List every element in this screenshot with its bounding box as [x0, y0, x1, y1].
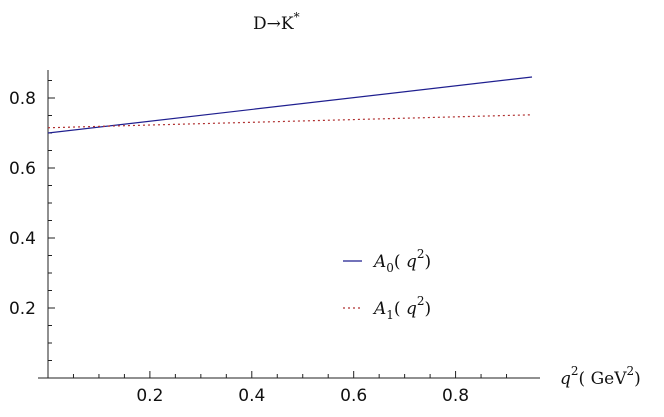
series: [47, 76, 533, 134]
x-tick-label: 0.6: [340, 386, 367, 406]
y-tick-label: 0.6: [9, 159, 36, 179]
legend-label-a1: A1( q2): [372, 294, 431, 322]
x-axis-label: q2( GeV2): [560, 364, 641, 389]
x-tick-label: 0.8: [442, 386, 469, 406]
legend-label-a0: A0( q2): [372, 247, 431, 275]
x-tick-label: 0.2: [136, 386, 163, 406]
ticks: 0.2 0.4 0.6 0.8 0.2 0.4 0.6 0.8: [9, 80, 508, 406]
x-tick-label: 0.4: [238, 386, 265, 406]
y-tick-label: 0.4: [9, 229, 36, 249]
series-line-a0: [47, 76, 533, 134]
series-line-a1: [47, 114, 533, 129]
y-tick-label: 0.2: [9, 299, 36, 319]
legend: A0( q2) A1( q2): [343, 247, 431, 322]
y-tick-label: 0.8: [9, 89, 36, 109]
chart-title: D→K*: [253, 10, 300, 34]
